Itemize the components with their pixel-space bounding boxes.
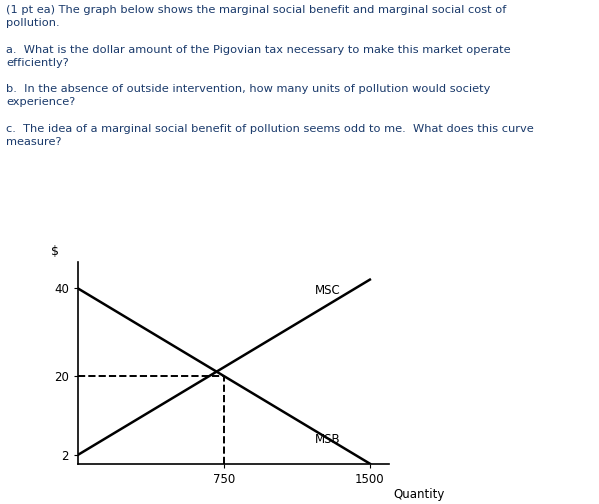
Text: $: $ bbox=[50, 245, 59, 258]
Text: Quantity: Quantity bbox=[394, 488, 444, 501]
Text: MSC: MSC bbox=[316, 284, 341, 297]
Text: (1 pt ea) The graph below shows the marginal social benefit and marginal social : (1 pt ea) The graph below shows the marg… bbox=[6, 5, 534, 147]
Text: MSB: MSB bbox=[316, 433, 341, 446]
